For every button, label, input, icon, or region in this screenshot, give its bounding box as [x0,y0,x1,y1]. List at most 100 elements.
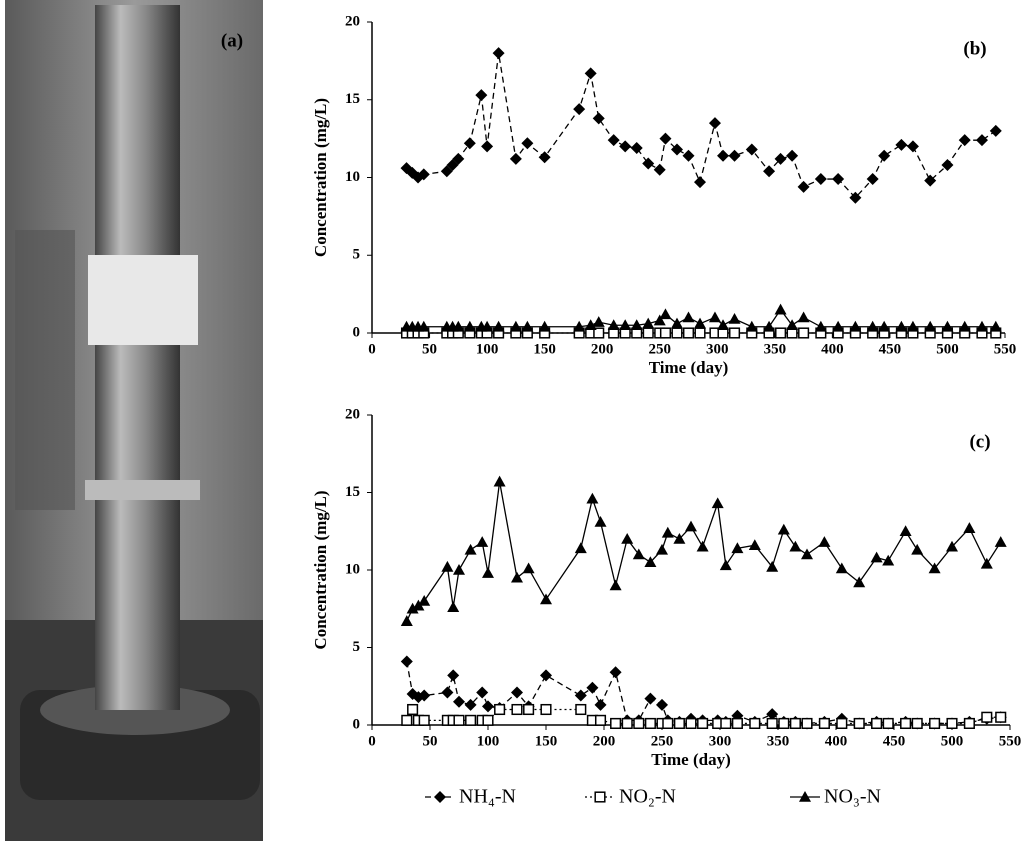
marker [653,163,666,176]
marker [832,320,845,332]
marker [418,689,431,702]
marker [981,711,993,723]
marker [659,132,672,145]
marker [774,303,787,315]
marker [464,543,477,555]
y-tick-label: 0 [353,324,361,340]
marker [621,717,633,730]
marker [540,703,552,716]
marker [407,703,419,716]
x-tick-label: 500 [941,733,964,749]
marker [708,117,721,130]
marker [463,137,476,150]
marker [594,698,607,711]
marker [575,703,587,716]
marker [818,536,831,547]
x-tick-label: 550 [994,341,1017,357]
x-tick-label: 400 [821,341,844,357]
x-tick-label: 100 [477,733,500,749]
marker [659,327,672,339]
marker [511,686,523,699]
panel-label: (b) [963,38,986,59]
marker [463,320,476,332]
marker [708,311,721,323]
x-tick-label: 0 [368,341,376,357]
x-tick-label: 150 [533,341,556,357]
marker [911,543,924,555]
marker [592,112,605,125]
marker [929,717,941,730]
marker [453,695,465,708]
series-line [406,481,1002,622]
marker [766,717,778,730]
marker [775,327,787,339]
marker [481,140,494,153]
marker [717,319,730,331]
marker [980,557,993,569]
marker [832,173,845,186]
legend-marker [594,791,606,803]
marker [509,152,522,165]
legend-marker [799,791,811,802]
marker [728,327,741,339]
marker [895,138,908,151]
marker [619,319,632,331]
marker [630,319,643,331]
marker [878,149,891,162]
marker [659,308,672,320]
marker [853,717,865,730]
marker [849,191,862,204]
marker [482,567,494,578]
marker [989,320,1002,332]
marker [685,520,697,532]
marker [682,327,695,339]
marker [573,103,586,116]
marker [644,556,657,568]
marker [748,539,761,550]
marker [522,562,535,574]
x-tick-label: 350 [764,341,787,357]
marker [482,700,494,713]
marker [836,717,848,730]
marker [789,540,802,552]
marker [521,320,534,332]
marker [494,703,506,716]
marker [452,152,465,165]
marker [447,601,460,612]
marker [906,320,919,332]
marker [417,320,430,332]
marker [656,543,668,555]
x-tick-label: 400 [825,733,848,749]
marker [406,602,419,614]
marker [963,717,975,730]
x-tick-label: 0 [368,733,376,749]
x-tick-label: 50 [423,733,438,749]
marker [609,666,622,679]
marker [899,525,912,537]
marker [441,560,454,572]
marker [592,316,605,327]
photo [5,0,263,841]
x-tick-label: 300 [709,733,732,749]
marker [476,686,489,699]
marker [745,143,758,156]
marker [728,313,741,324]
marker [493,475,506,487]
y-tick-label: 10 [345,169,360,185]
marker [882,717,894,730]
marker [584,67,597,80]
marker [661,526,674,538]
x-tick-label: 100 [476,341,499,357]
marker [745,320,758,332]
marker [632,548,645,560]
y-tick-label: 20 [345,13,360,29]
x-axis-title: Time (day) [649,358,729,377]
x-tick-label: 250 [648,341,671,357]
marker [774,152,787,165]
marker [633,717,645,730]
marker [453,564,465,575]
marker [963,522,976,533]
marker [607,134,620,147]
marker [653,314,666,326]
marker [642,157,655,170]
